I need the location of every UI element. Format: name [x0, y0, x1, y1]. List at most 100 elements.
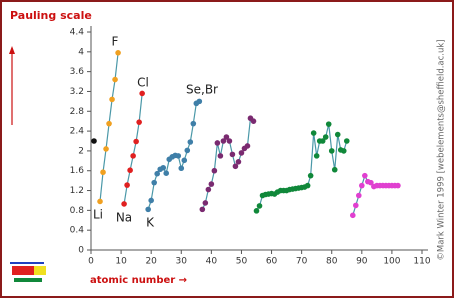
point — [229, 151, 236, 158]
y-tick-label: 0.8 — [70, 206, 85, 216]
annotation: K — [146, 216, 155, 230]
x-tick-label: 70 — [296, 257, 308, 267]
logo-bar — [10, 262, 44, 264]
y-tick-label: 2.4 — [70, 127, 85, 137]
point — [328, 148, 335, 154]
point — [190, 120, 197, 127]
point — [368, 179, 374, 186]
point — [208, 181, 215, 187]
point — [235, 159, 242, 165]
y-tick-label: 0.4 — [70, 226, 85, 236]
y-tick-label: 2 — [78, 146, 84, 156]
x-tick-label: 40 — [206, 257, 218, 267]
point — [340, 148, 347, 154]
point — [223, 134, 230, 140]
point — [115, 50, 121, 56]
y-tick-label: 4 — [78, 47, 84, 57]
point — [220, 138, 227, 144]
point — [178, 165, 185, 172]
point — [217, 153, 224, 159]
point — [97, 198, 103, 205]
annotation: Na — [116, 211, 132, 225]
x-tick-label: 100 — [383, 257, 400, 267]
point — [154, 170, 160, 177]
frame — [0, 0, 454, 298]
point — [307, 172, 314, 179]
y-tick-label: 1.6 — [70, 166, 85, 176]
point — [238, 150, 245, 156]
point — [103, 146, 109, 152]
y-tick-label: 2.8 — [70, 107, 85, 117]
point — [199, 206, 206, 213]
point — [250, 118, 257, 124]
chart-title: Pauling scale — [10, 9, 92, 22]
logo — [10, 262, 46, 282]
x-tick-label: 30 — [176, 257, 188, 267]
point — [202, 200, 209, 206]
point — [148, 197, 154, 204]
point — [181, 157, 188, 164]
point — [331, 166, 338, 173]
point — [187, 139, 194, 145]
annotation: Se,Br — [186, 83, 218, 97]
point — [106, 120, 112, 127]
y-tick-label: 1.2 — [70, 186, 84, 196]
point — [196, 98, 203, 105]
point — [109, 96, 115, 103]
x-tick-label: 90 — [356, 257, 368, 267]
point — [151, 179, 157, 186]
point — [313, 153, 320, 159]
x-tick-label: 80 — [326, 257, 338, 267]
y-tick-label: 4.4 — [70, 28, 85, 38]
point — [130, 153, 136, 159]
x-tick-label: 60 — [266, 257, 278, 267]
arrow-head — [9, 46, 15, 54]
point — [349, 212, 356, 219]
point — [325, 121, 332, 127]
credit: ©Mark Winter 1999 [webelements@sheffield… — [437, 39, 447, 260]
point — [112, 76, 118, 83]
point — [136, 119, 142, 125]
point — [362, 172, 368, 179]
point — [121, 201, 127, 207]
point — [160, 164, 167, 171]
annotation: Li — [93, 208, 103, 222]
point — [253, 208, 260, 214]
point — [124, 182, 130, 188]
point — [359, 182, 365, 189]
point — [319, 138, 326, 144]
x-tick-label: 10 — [115, 257, 127, 267]
point — [322, 134, 329, 140]
point — [145, 206, 151, 213]
point — [395, 182, 401, 189]
point — [256, 203, 263, 209]
point — [334, 131, 341, 138]
annotation: F — [112, 35, 119, 49]
x-tick-label: 110 — [413, 257, 430, 267]
point — [163, 170, 170, 177]
y-tick-label: 0 — [78, 246, 84, 256]
point — [343, 138, 350, 144]
logo-bar — [14, 278, 42, 282]
point — [211, 167, 218, 174]
point — [226, 138, 233, 144]
x-tick-label: 0 — [88, 257, 94, 267]
point — [244, 143, 251, 149]
point — [214, 140, 221, 146]
point — [310, 130, 317, 136]
y-tick-label: 3.6 — [70, 67, 85, 77]
x-tick-label: 50 — [236, 257, 248, 267]
annotation: Cl — [137, 76, 149, 90]
x-axis-label: atomic number → — [90, 275, 187, 286]
point — [100, 169, 106, 176]
x-tick-label: 20 — [145, 257, 157, 267]
point — [304, 182, 311, 189]
point — [127, 167, 133, 174]
point — [139, 90, 145, 97]
point — [205, 186, 212, 193]
point — [356, 192, 362, 199]
point — [175, 153, 182, 159]
point — [133, 138, 139, 145]
logo-bar — [34, 266, 46, 275]
y-tick-label: 3.2 — [70, 87, 84, 97]
